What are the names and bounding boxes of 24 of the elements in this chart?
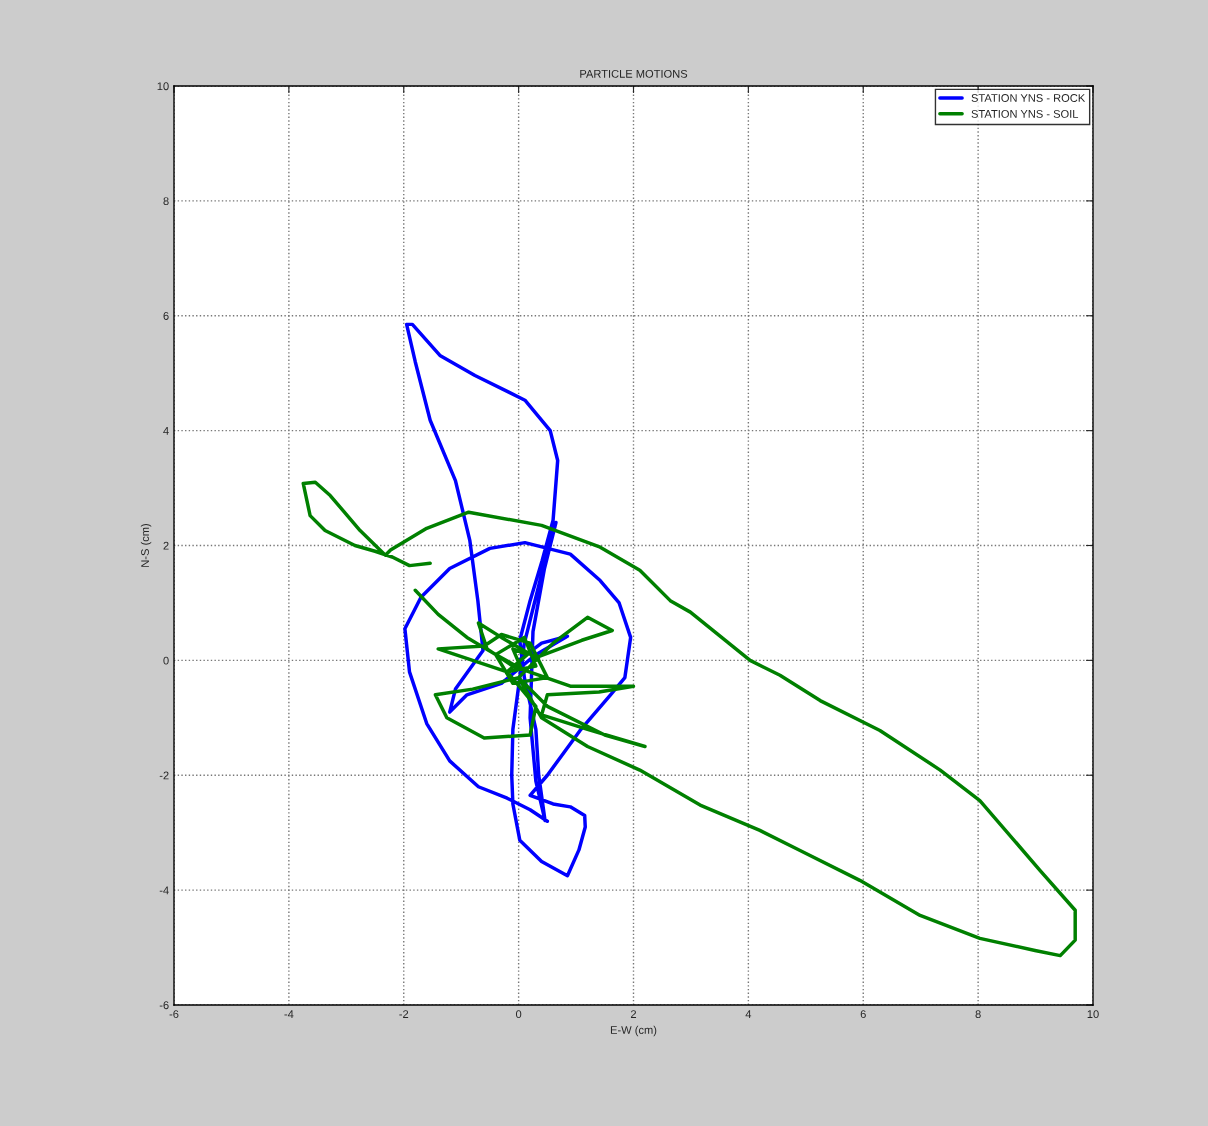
chart-title: PARTICLE MOTIONS <box>580 69 688 78</box>
x-tick-label: -4 <box>284 1010 294 1018</box>
x-tick-label: 6 <box>860 1010 866 1019</box>
y-tick-label: 0 <box>163 656 169 665</box>
y-tick-label: -6 <box>159 1001 169 1010</box>
y-tick-label: -4 <box>159 886 169 895</box>
legend-label: STATION YNS - ROCK <box>971 94 1086 102</box>
x-tick-label: -2 <box>399 1010 409 1018</box>
y-tick-label: 8 <box>163 197 169 206</box>
y-tick-label: -2 <box>159 771 169 780</box>
line-series <box>301 480 1077 958</box>
x-tick-label: -6 <box>169 1010 179 1019</box>
x-tick-label: 10 <box>1087 1010 1099 1019</box>
y-tick-label: 2 <box>163 541 169 550</box>
x-tick-label: 8 <box>975 1010 981 1019</box>
y-axis-title: N-S (cm) <box>140 523 152 567</box>
x-tick-label: 2 <box>630 1010 637 1018</box>
y-tick-label: 6 <box>163 312 169 320</box>
y-tick-label: 4 <box>163 427 169 435</box>
legend-label: STATION YNS - SOIL <box>971 109 1079 118</box>
x-axis-title: E-W (cm) <box>610 1025 657 1037</box>
x-tick-label: 0 <box>515 1010 522 1019</box>
y-tick-label: 10 <box>157 82 169 91</box>
x-tick-label: 4 <box>745 1010 752 1018</box>
